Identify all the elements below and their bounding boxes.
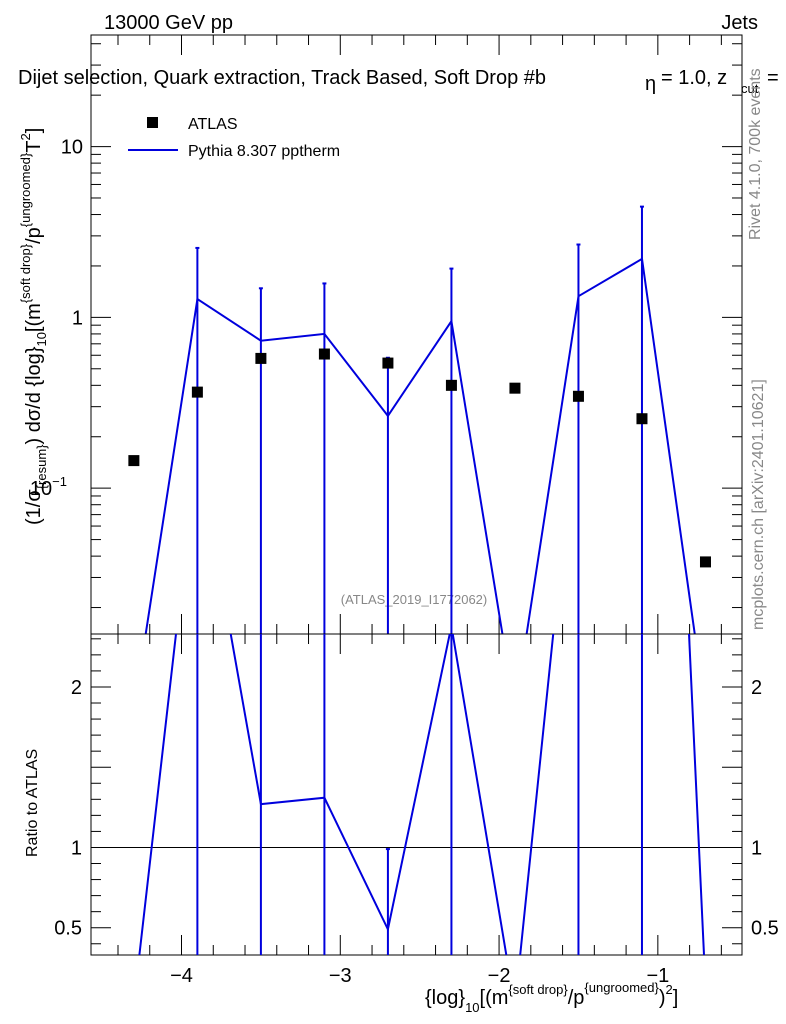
plot-title-eta: η [645, 73, 656, 95]
plot-title-tail: = 1.0, z [661, 67, 727, 89]
atlas-data-point [318, 348, 330, 360]
plot-title: Dijet selection, Quark extraction, Track… [18, 67, 546, 89]
mcplots-watermark: mcplots.cern.ch [arXiv:2401.10621] [750, 379, 767, 630]
ratio-tick-label-right: 1 [751, 837, 762, 859]
legend-mc-label: Pythia 8.307 pptherm [188, 143, 340, 160]
y-axis-title: (1/σ{resum}) dσ/d {log}10[(m{soft drop}/… [18, 128, 49, 525]
y-tick-label: 1 [72, 307, 83, 329]
atlas-data-point [382, 357, 394, 369]
ratio-tick-label-left: 1 [71, 837, 82, 859]
energy-label: 13000 GeV pp [104, 12, 233, 34]
main-y-ticks: 10−1 1 10 [30, 43, 742, 609]
legend-data-label: ATLAS [188, 116, 238, 133]
atlas-data-point [128, 455, 140, 467]
legend: ATLAS Pythia 8.307 pptherm [128, 116, 340, 160]
main-x-ticks [117, 35, 722, 634]
atlas-data-point [636, 413, 648, 425]
ratio-tick-label-left: 0.5 [54, 918, 82, 940]
plot-title-sub: cut [741, 81, 759, 96]
y-tick-label: 10−1 [30, 474, 67, 500]
atlas-data-point [509, 382, 521, 394]
analysis-watermark: (ATLAS_2019_I1772062) [341, 592, 487, 607]
main-marks [128, 205, 711, 634]
process-label: Jets [721, 12, 758, 34]
ratio-frame [90, 633, 743, 956]
ratio-axis-title: Ratio to ATLAS [24, 749, 41, 857]
mc-line [144, 257, 696, 634]
rivet-watermark: Rivet 4.1.0, 700k events [747, 68, 764, 240]
x-tick-label: −1 [646, 965, 669, 987]
plot-title-end: = [767, 67, 779, 89]
ratio-tick-label-right: 2 [751, 677, 762, 699]
atlas-data-point [699, 556, 711, 568]
legend-data-marker [147, 117, 158, 128]
mc-series-group [144, 205, 696, 634]
ratio-panel: 0.5 0.5 1 1 2 2 −4 −3 −2 −1 [54, 633, 779, 987]
x-tick-label: −3 [329, 965, 352, 987]
ratio-line [138, 634, 706, 955]
ratio-series-group [138, 634, 706, 955]
y-tick-label: 10 [61, 137, 83, 159]
atlas-data-point [191, 386, 203, 398]
ratio-marks [91, 634, 742, 955]
x-axis-title: {log}10[(m{soft drop}/p{ungroomed})2] [425, 980, 678, 1015]
ratio-tick-label-left: 2 [71, 677, 82, 699]
atlas-data-point [445, 379, 457, 391]
x-tick-label: −4 [170, 965, 193, 987]
atlas-data-point [255, 352, 267, 364]
ratio-tick-label-right: 0.5 [751, 918, 779, 940]
main-panel: 10−1 1 10 (ATLAS_2019_I1772062) [30, 34, 743, 635]
ratio-y-ticks: 0.5 0.5 1 1 2 2 [54, 638, 779, 945]
x-tick-label: −2 [488, 965, 511, 987]
ratio-x-ticks: −4 −3 −2 −1 [117, 634, 722, 987]
atlas-data-point [572, 390, 584, 402]
